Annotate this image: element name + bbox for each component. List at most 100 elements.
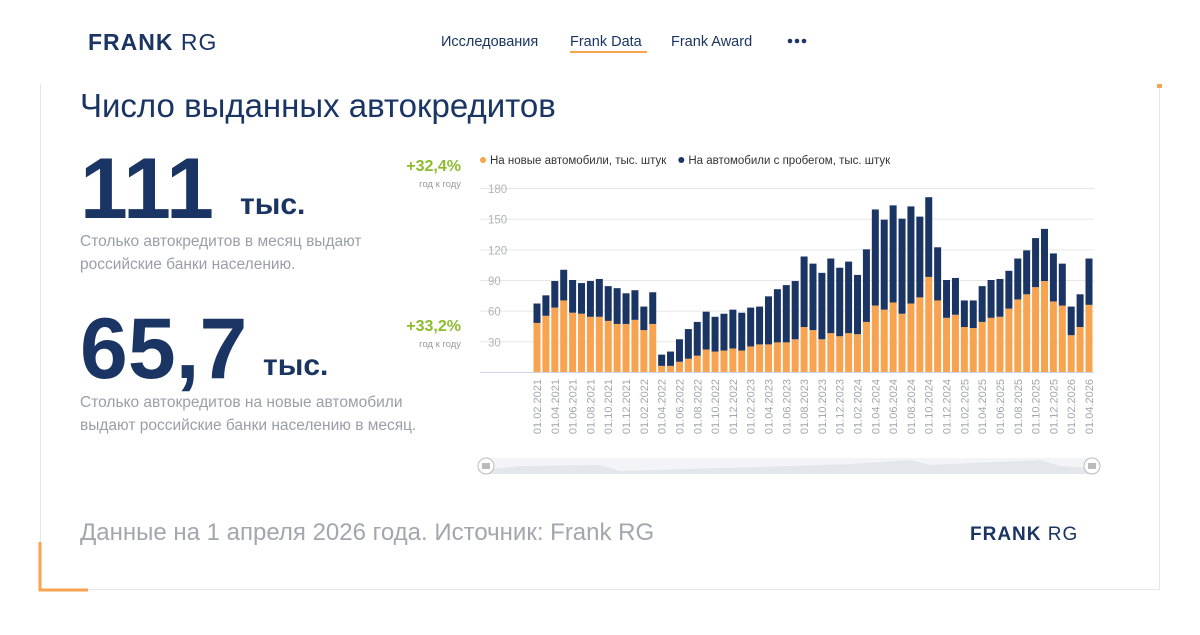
bar-segment <box>560 300 568 372</box>
bar-segment <box>818 339 826 372</box>
bar-segment <box>773 289 781 343</box>
bar-segment <box>996 316 1004 372</box>
navigator[interactable] <box>477 457 1101 475</box>
nav-more[interactable] <box>787 38 807 44</box>
nav-item[interactable]: Frank Award <box>671 34 752 50</box>
bar-segment <box>1085 258 1093 305</box>
bar-segment <box>595 316 603 372</box>
bar-segment <box>729 348 737 372</box>
y-tick-label: 180 <box>488 184 507 196</box>
bar-segment <box>738 312 746 351</box>
bar-segment <box>684 358 692 372</box>
bar-segment <box>1040 281 1048 372</box>
bar-segment <box>604 320 612 372</box>
bar-segment <box>631 319 639 372</box>
bar-segment <box>1067 335 1075 372</box>
bar-segment <box>649 292 657 324</box>
bar-segment <box>586 281 594 317</box>
bar-segment <box>1076 294 1084 328</box>
bar-segment <box>747 346 755 372</box>
bar-segment <box>836 267 844 337</box>
bar-segment <box>738 350 746 372</box>
bar-segment <box>1058 305 1066 372</box>
card-border <box>40 84 1160 590</box>
y-tick-label: 90 <box>488 276 501 288</box>
bar-segment <box>640 330 648 372</box>
x-tick-label: 01.10.2021 <box>603 379 615 434</box>
bar-segment <box>880 219 888 310</box>
stat-description: Столько автокредитов в месяц выдают <box>80 233 362 250</box>
x-tick-label: 01.02.2024 <box>853 379 865 434</box>
nav-item[interactable]: Frank Data <box>570 34 643 50</box>
x-tick-label: 01.04.2023 <box>763 379 775 434</box>
nav-item[interactable]: Исследования <box>441 34 538 50</box>
bar-segment <box>1005 308 1013 372</box>
stat-change-note: год к году <box>419 339 461 350</box>
nav-underline <box>570 51 647 53</box>
bar-segment <box>871 305 879 372</box>
bar-segment <box>747 307 755 347</box>
bar-segment <box>925 197 933 277</box>
bar-segment <box>764 344 772 372</box>
legend-marker <box>480 157 486 163</box>
bar-segment <box>764 296 772 345</box>
y-tick-label: 120 <box>488 245 507 257</box>
bar-segment <box>622 293 630 324</box>
y-tick-label: 60 <box>488 307 501 319</box>
x-tick-label: 01.06.2025 <box>995 379 1007 434</box>
y-tick-label: 150 <box>488 215 507 227</box>
bar-segment <box>987 280 995 318</box>
x-tick-label: 01.12.2024 <box>942 379 954 434</box>
bar-segment <box>693 321 701 356</box>
bar-segment <box>631 290 639 320</box>
bar-segment <box>667 351 675 366</box>
bar-segment <box>987 317 995 372</box>
bar-segment <box>889 302 897 372</box>
x-tick-label: 01.02.2022 <box>639 379 651 434</box>
bar-segment <box>898 313 906 372</box>
x-tick-label: 01.02.2025 <box>959 379 971 434</box>
footer-text: Данные на 1 апреля 2026 года. Источник: … <box>80 519 654 546</box>
bar-segment <box>1067 306 1075 336</box>
bar-segment <box>533 322 541 372</box>
bar-segment <box>827 333 835 372</box>
bar-segment <box>613 323 621 372</box>
stat-unit: тыс. <box>240 188 305 221</box>
bar-segment <box>1085 304 1093 372</box>
bar-segment <box>569 312 577 372</box>
bar-segment <box>756 344 764 372</box>
x-tick-label: 01.08.2024 <box>906 379 918 434</box>
bar-segment <box>934 247 942 301</box>
bar-segment <box>1049 253 1057 302</box>
bar-segment <box>951 314 959 372</box>
bar-segment <box>782 285 790 343</box>
logo[interactable]: FRANK RG <box>88 29 217 55</box>
bar-segment <box>845 333 853 372</box>
bar-segment <box>996 278 1004 317</box>
bar-segment <box>854 274 862 335</box>
stat-change-note: год к году <box>419 179 461 190</box>
bar-segment <box>560 269 568 301</box>
bar-segment <box>542 315 550 372</box>
bar-segment <box>622 323 630 372</box>
bar-segment <box>943 280 951 318</box>
x-tick-label: 01.10.2022 <box>710 379 722 434</box>
bar-segment <box>720 313 728 351</box>
stat-value: 111 <box>80 141 214 237</box>
bar-segment <box>649 323 657 372</box>
bar-segment <box>693 355 701 372</box>
bar-segment <box>827 258 835 334</box>
x-tick-label: 01.02.2026 <box>1066 379 1078 434</box>
legend-marker <box>678 157 685 163</box>
x-tick-label: 01.06.2021 <box>568 379 580 434</box>
bar-segment <box>1076 327 1084 372</box>
bar-segment <box>809 263 817 331</box>
x-tick-label: 01.06.2024 <box>888 379 900 434</box>
x-tick-label: 01.04.2024 <box>870 379 882 434</box>
bar-segment <box>542 295 550 316</box>
stat-value: 65,7 <box>80 301 247 397</box>
bar-segment <box>969 300 977 329</box>
x-tick-label: 01.08.2021 <box>585 379 597 434</box>
bar-segment <box>809 330 817 372</box>
